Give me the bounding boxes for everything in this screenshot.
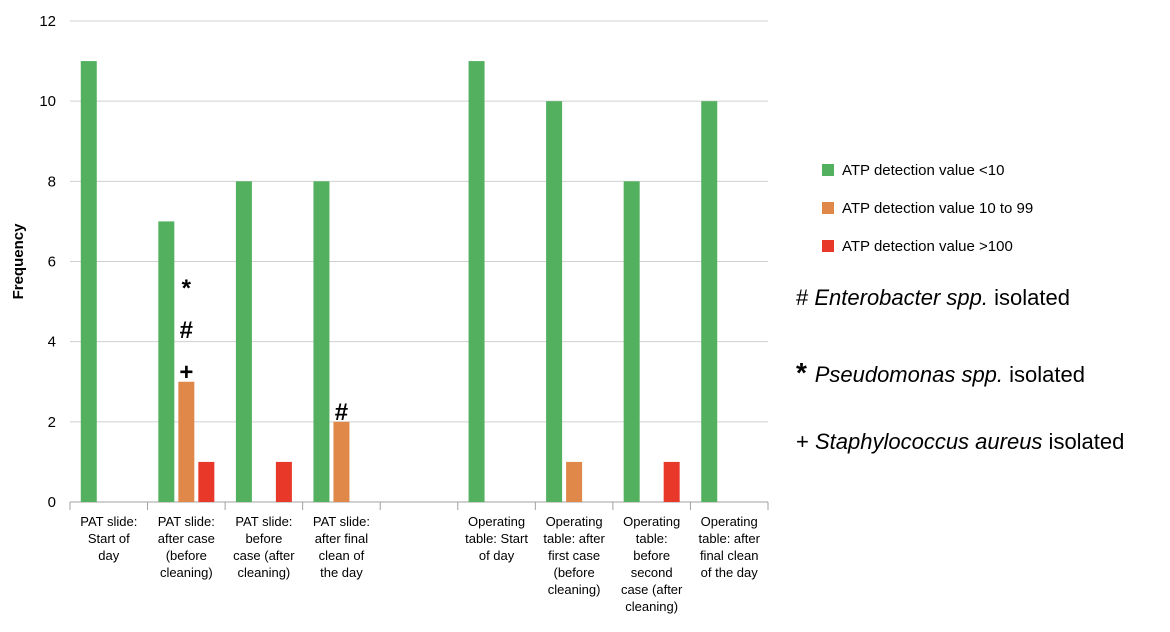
y-tick-label: 12 bbox=[39, 13, 56, 30]
x-tick-label: table: bbox=[636, 531, 668, 546]
bar bbox=[468, 61, 485, 502]
bar bbox=[566, 461, 583, 502]
x-tick-label: case (after bbox=[233, 548, 295, 563]
y-axis-label: Frequency bbox=[10, 223, 27, 300]
note-symbol: # bbox=[796, 285, 815, 310]
x-tick-label: day bbox=[98, 548, 119, 563]
x-tick-label: after case bbox=[158, 531, 215, 546]
x-tick-label: cleaning) bbox=[160, 565, 213, 580]
bar bbox=[313, 181, 330, 503]
x-tick-label: final clean bbox=[700, 548, 759, 563]
x-tick-label: Operating bbox=[623, 514, 680, 529]
note-suffix: isolated bbox=[988, 285, 1070, 310]
annotation-marker: * bbox=[182, 275, 192, 302]
note-symbol: + bbox=[796, 429, 815, 454]
x-tick-label: PAT slide: bbox=[80, 514, 137, 529]
bar bbox=[235, 181, 252, 503]
bar bbox=[701, 101, 718, 503]
note-symbol: * bbox=[796, 357, 815, 388]
x-tick-label: first case bbox=[548, 548, 600, 563]
bar bbox=[178, 381, 195, 502]
annotation-marker: + bbox=[179, 359, 193, 386]
legend-swatch-lt10 bbox=[822, 164, 834, 176]
x-tick-label: Operating bbox=[468, 514, 525, 529]
bar bbox=[80, 61, 97, 502]
organism-notes: # Enterobacter spp. isolated * Pseudomon… bbox=[796, 285, 1124, 501]
bar bbox=[158, 221, 175, 502]
legend-item-gt100: ATP detection value >100 bbox=[822, 236, 1033, 256]
legend: ATP detection value <10 ATP detection va… bbox=[822, 160, 1033, 274]
x-tick-label: of day bbox=[479, 548, 515, 563]
x-tick-label: Operating bbox=[701, 514, 758, 529]
note-suffix: isolated bbox=[1042, 429, 1125, 454]
x-tick-label: (before bbox=[554, 565, 595, 580]
legend-label-lt10: ATP detection value <10 bbox=[842, 161, 1005, 179]
x-tick-label: (before bbox=[166, 548, 207, 563]
x-tick-label: case (after bbox=[621, 582, 683, 597]
bar bbox=[198, 461, 215, 502]
note-enterobacter: # Enterobacter spp. isolated bbox=[796, 285, 1124, 313]
legend-label-10-99: ATP detection value 10 to 99 bbox=[842, 199, 1034, 217]
x-tick-label: Operating bbox=[546, 514, 603, 529]
x-tick-label: clean of bbox=[319, 548, 365, 563]
x-tick-label: before bbox=[633, 548, 670, 563]
y-tick-label: 10 bbox=[39, 93, 56, 110]
x-tick-label: second bbox=[631, 565, 673, 580]
bar bbox=[623, 181, 640, 503]
bar bbox=[663, 461, 680, 502]
x-tick-label: table: Start bbox=[465, 531, 528, 546]
x-tick-label: after final bbox=[315, 531, 369, 546]
x-tick-label: cleaning) bbox=[625, 599, 678, 614]
annotation-marker: # bbox=[180, 317, 193, 344]
x-tick-label: of the day bbox=[701, 565, 759, 580]
legend-swatch-10-99 bbox=[822, 202, 834, 214]
note-organism: Enterobacter spp. bbox=[814, 285, 989, 310]
x-tick-label: before bbox=[245, 531, 282, 546]
y-tick-label: 6 bbox=[48, 254, 56, 271]
legend-item-10-99: ATP detection value 10 to 99 bbox=[822, 198, 1033, 218]
note-pseudomonas: * Pseudomonas spp. isolated bbox=[796, 357, 1124, 388]
x-tick-label: cleaning) bbox=[238, 565, 291, 580]
y-tick-label: 4 bbox=[48, 334, 56, 351]
x-tick-label: Start of bbox=[88, 531, 130, 546]
x-tick-label: PAT slide: bbox=[235, 514, 292, 529]
y-tick-label: 2 bbox=[48, 414, 56, 431]
bar bbox=[333, 421, 350, 502]
y-tick-label: 8 bbox=[48, 173, 56, 190]
note-organism: Staphylococcus aureus bbox=[814, 429, 1043, 454]
note-organism: Pseudomonas spp. bbox=[814, 362, 1004, 387]
note-staphylococcus: + Staphylococcus aureus isolated bbox=[796, 429, 1124, 457]
note-suffix: isolated bbox=[1003, 362, 1085, 387]
x-tick-label: PAT slide: bbox=[158, 514, 215, 529]
x-tick-label: PAT slide: bbox=[313, 514, 370, 529]
bar bbox=[546, 101, 563, 503]
y-tick-label: 0 bbox=[48, 494, 56, 511]
legend-item-lt10: ATP detection value <10 bbox=[822, 160, 1033, 180]
x-tick-label: cleaning) bbox=[548, 582, 601, 597]
legend-swatch-gt100 bbox=[822, 240, 834, 252]
annotation-marker: # bbox=[335, 399, 348, 426]
x-tick-label: the day bbox=[320, 565, 363, 580]
bar bbox=[275, 461, 292, 502]
x-tick-label: table: after bbox=[543, 531, 605, 546]
x-tick-label: table: after bbox=[699, 531, 761, 546]
legend-label-gt100: ATP detection value >100 bbox=[842, 237, 1013, 255]
